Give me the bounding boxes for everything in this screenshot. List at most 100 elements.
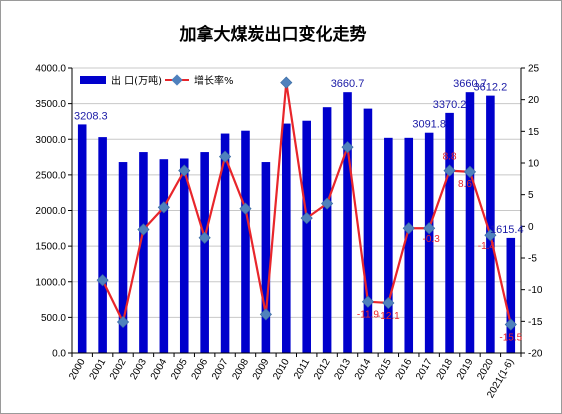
line-point-marker	[402, 222, 415, 235]
left-axis-tick-label: 2500.0	[35, 170, 66, 181]
x-axis-category-label: 2007	[210, 357, 231, 382]
bar-value-label: 3660.7	[453, 78, 487, 90]
bar	[179, 158, 189, 353]
line-point-marker	[259, 308, 272, 321]
right-axis-tick-label: -15	[528, 317, 543, 328]
x-axis-category-label: 2015	[373, 357, 394, 382]
left-axis-tick-label: 2000.0	[35, 206, 66, 217]
line-point-marker	[361, 295, 375, 308]
x-axis-category-label: 2001	[88, 357, 109, 382]
bar	[465, 92, 475, 354]
line-point-marker	[463, 165, 477, 178]
bar-value-label: 3612.2	[474, 82, 508, 94]
line-value-label: -12.1	[377, 311, 400, 322]
line-value-label: -11.9	[357, 310, 379, 321]
line-value-label: 8.6	[458, 179, 472, 190]
line-point-marker	[484, 229, 497, 242]
line-point-marker	[321, 197, 334, 210]
x-axis-category-label: 2005	[169, 357, 190, 382]
legend-bar-label: 出 口(万吨)	[111, 74, 162, 87]
bar	[77, 124, 87, 353]
x-axis-category-label: 2003	[128, 357, 149, 382]
right-axis-tick-label: -5	[528, 254, 537, 265]
left-axis-tick-label: 1000.0	[35, 277, 66, 288]
x-axis-category-label: 2004	[149, 357, 170, 382]
line-point-marker	[341, 141, 354, 154]
line-point-marker	[218, 150, 232, 163]
bar	[424, 132, 434, 353]
line-point-marker	[300, 212, 313, 225]
left-axis-tick-label: 1500.0	[35, 242, 66, 253]
x-axis-category-label: 2000	[67, 357, 88, 382]
bar	[159, 159, 169, 353]
bar	[363, 108, 373, 353]
legend-line-marker	[171, 74, 183, 86]
left-axis-tick-label: 3000.0	[35, 135, 66, 146]
line-point-marker	[504, 318, 517, 331]
bar-value-label: 1615.4	[490, 224, 524, 236]
bar-series	[77, 92, 516, 354]
bar	[98, 137, 107, 353]
right-axis-tick-label: 5	[528, 190, 534, 201]
x-axis-category-label: 2018	[435, 357, 456, 382]
bar	[118, 162, 128, 353]
line-point-marker	[443, 164, 456, 177]
bar-value-label: 3208.3	[74, 110, 108, 122]
x-axis-category-label: 2006	[190, 357, 211, 382]
line-point-marker	[382, 296, 395, 310]
bar	[322, 107, 332, 353]
line-point-marker	[423, 222, 436, 235]
bar	[220, 133, 230, 353]
right-axis-tick-label: -20	[528, 349, 543, 360]
right-axis-tick-label: 15	[528, 127, 540, 138]
right-axis-tick-label: 25	[528, 64, 540, 75]
x-axis-category-label: 2020	[475, 357, 496, 382]
bar-value-label: 3091.8	[412, 119, 446, 131]
right-axis-tick-label: -10	[528, 285, 543, 296]
x-axis-category-label: 2016	[394, 357, 415, 382]
x-axis-category-label: 2008	[230, 357, 251, 382]
bar	[139, 152, 148, 353]
bar	[486, 95, 495, 354]
line-value-label: 8.8	[443, 152, 457, 163]
left-axis-tick-label: 500.0	[41, 313, 66, 324]
left-axis-tick-label: 3500.0	[35, 99, 66, 110]
line-point-marker	[96, 274, 109, 287]
bar	[506, 237, 516, 353]
line-point-marker	[239, 202, 252, 215]
line-point-marker	[280, 76, 293, 89]
bar	[445, 112, 454, 353]
right-axis-tick-label: 20	[528, 95, 540, 106]
line-value-label: -1.4	[478, 241, 496, 252]
bar-value-label: 3660.7	[331, 78, 365, 90]
data-labels: 3208.33660.73091.83370.23660.73612.21615…	[74, 78, 524, 343]
chart-title: 加拿大煤炭出口变化走势	[179, 24, 367, 45]
x-axis-category-label: 2010	[271, 357, 292, 382]
bar	[261, 162, 271, 353]
line-point-marker	[157, 201, 170, 214]
x-axis-category-label: 2011	[292, 357, 312, 382]
line-point-marker	[178, 164, 191, 177]
right-axis-tick-label: 10	[528, 159, 540, 170]
x-axis-category-label: 2012	[312, 357, 333, 382]
bar	[343, 92, 352, 354]
bar	[384, 137, 393, 353]
x-axis-category-label: 2009	[251, 357, 272, 382]
right-axis-tick-label: 0	[528, 222, 534, 233]
left-axis-tick-label: 4000.0	[35, 64, 66, 75]
line-point-marker	[198, 231, 211, 244]
bar	[302, 120, 311, 353]
x-axis-category-label: 2013	[332, 357, 353, 382]
left-axis-tick-label: 0.0	[52, 349, 66, 360]
x-axis-category-label: 2017	[414, 357, 435, 382]
bar	[200, 152, 209, 353]
line-value-label: -0.3	[423, 234, 441, 245]
line-series	[96, 76, 517, 331]
bar	[404, 137, 414, 353]
bar-value-label: 3370.2	[433, 99, 467, 111]
legend-bar-swatch	[80, 76, 106, 84]
legend-line-label: 增长率%	[194, 74, 234, 87]
line-point-marker	[137, 223, 150, 236]
line-point-marker	[116, 315, 130, 329]
